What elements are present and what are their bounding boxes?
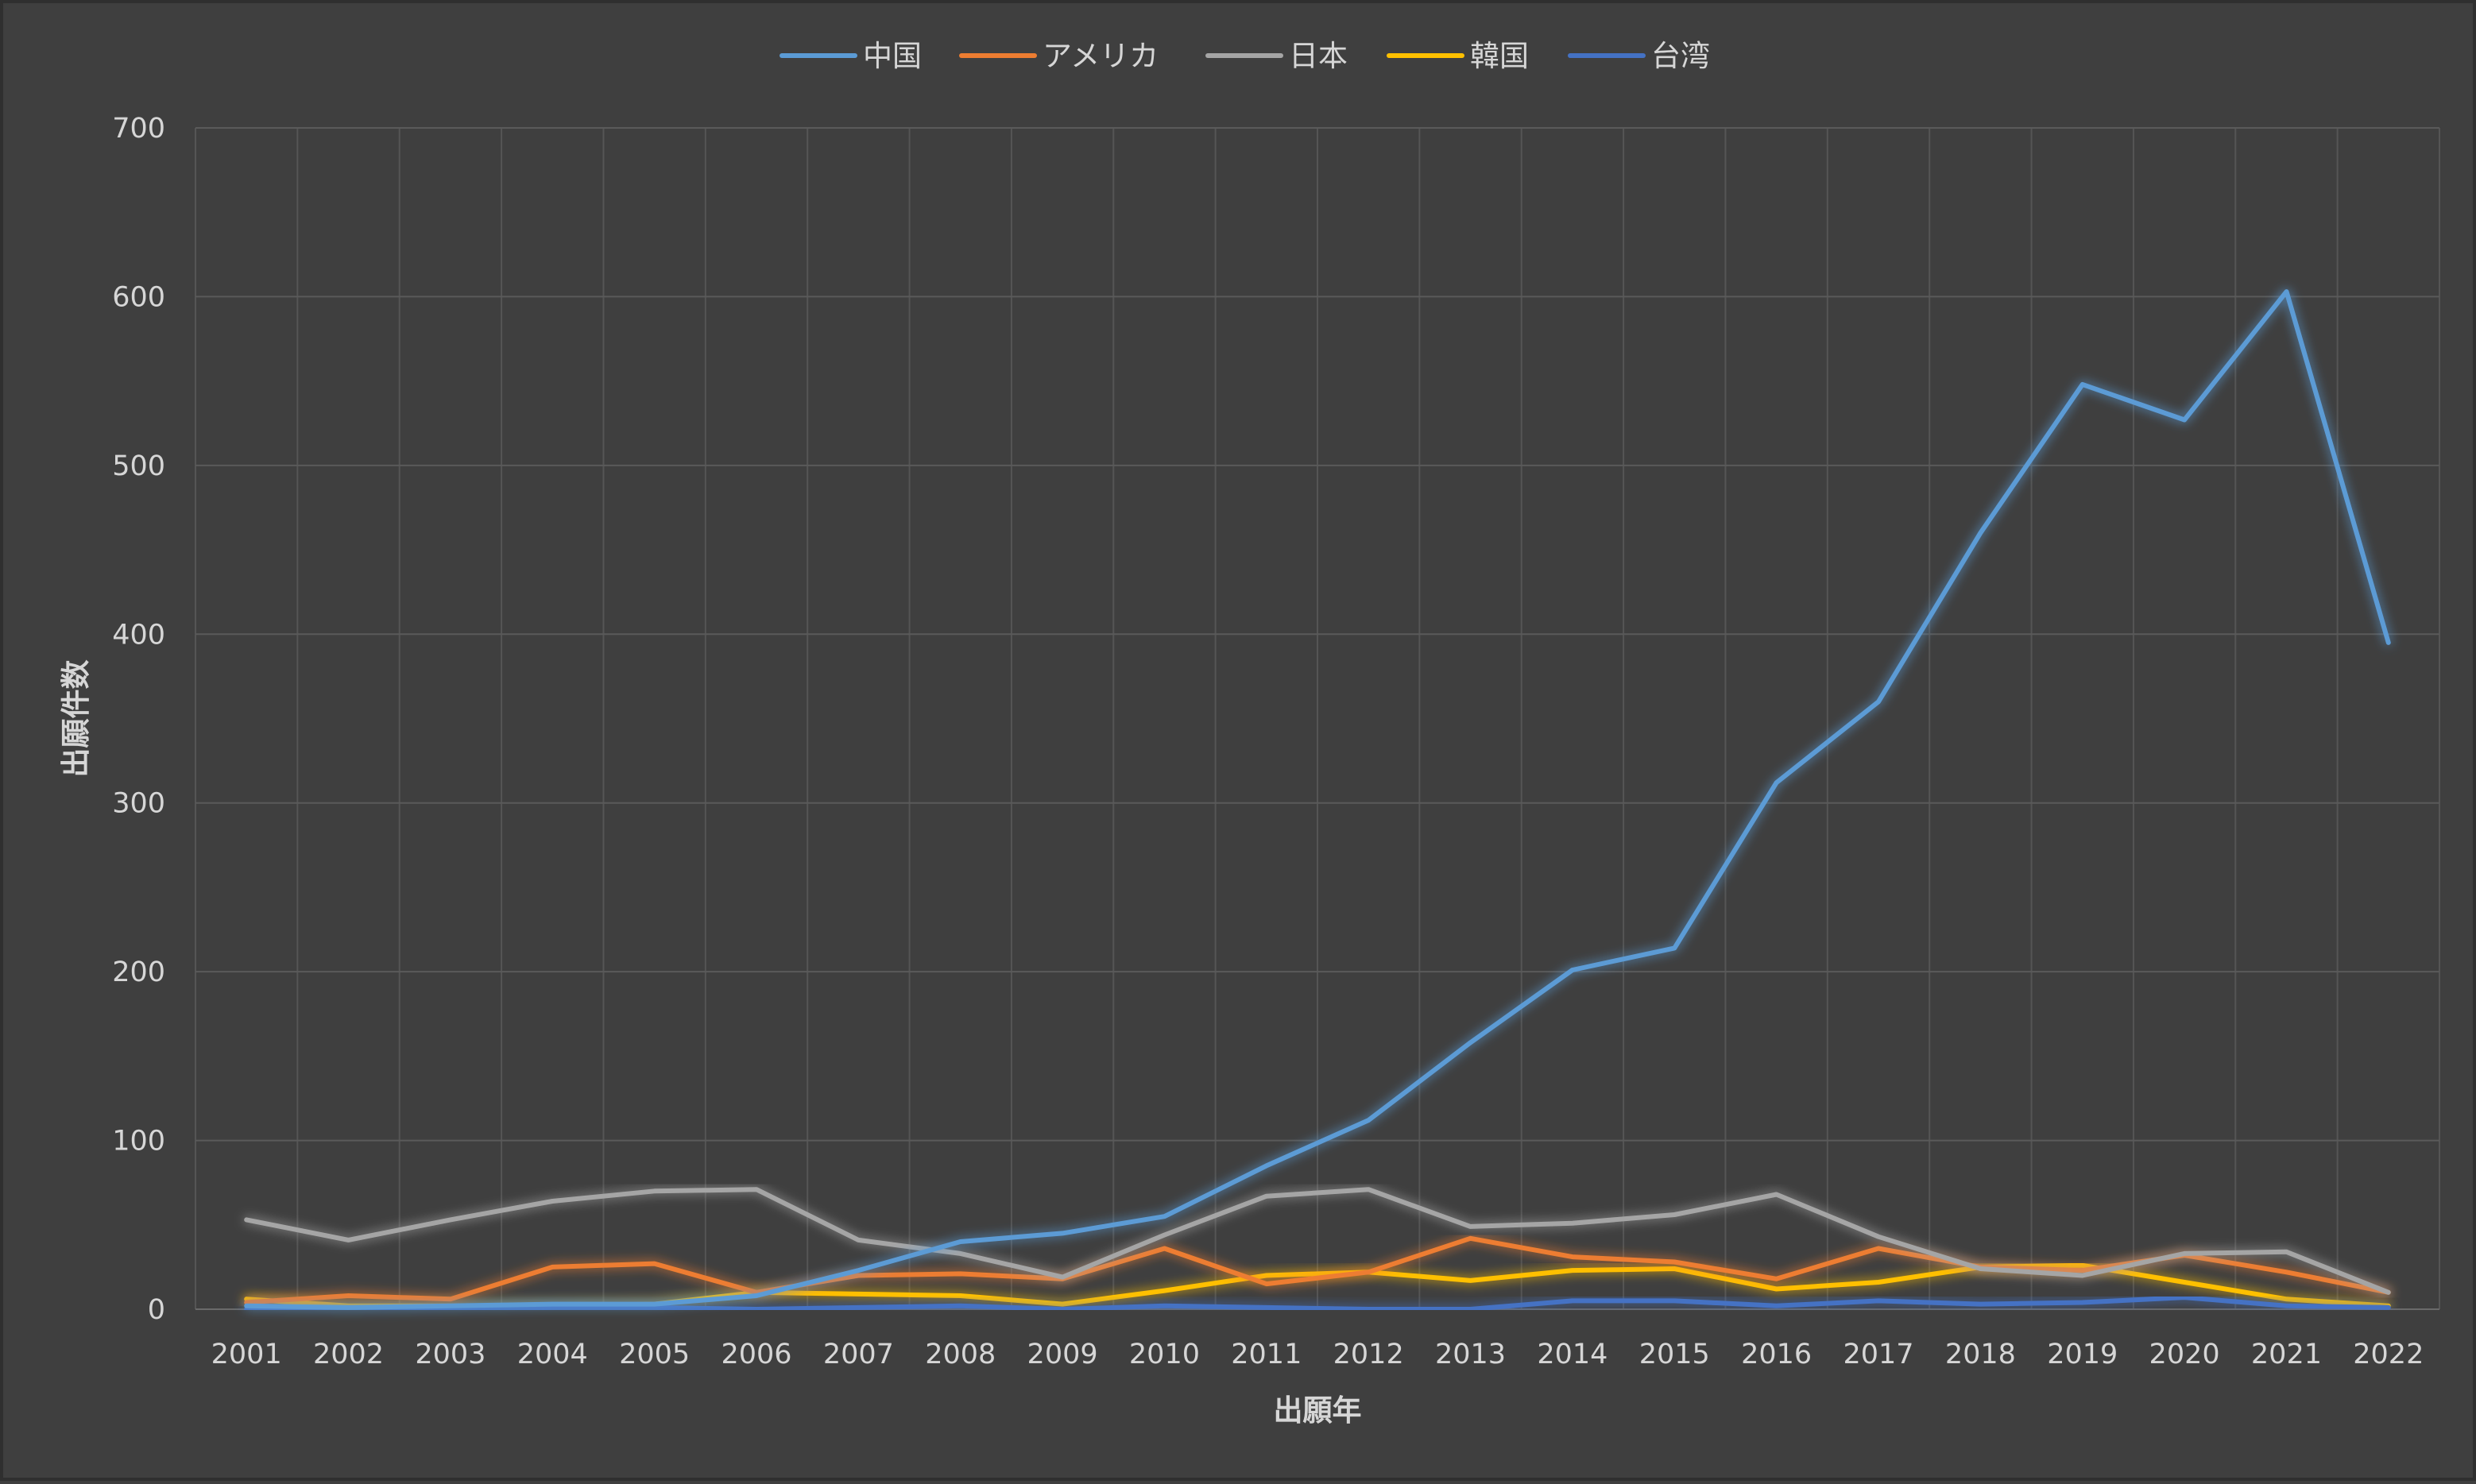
- x-tick-label: 2003: [415, 1339, 486, 1370]
- legend-item-2[interactable]: 日本: [1205, 39, 1348, 73]
- x-tick-label: 2005: [619, 1339, 690, 1370]
- series-line-0[interactable]: [244, 289, 2391, 1310]
- x-tick-label: 2009: [1027, 1339, 1098, 1370]
- y-tick-label: 400: [112, 619, 165, 651]
- y-tick-label: 200: [112, 956, 165, 988]
- legend-label: アメリカ: [1043, 39, 1159, 73]
- y-axis-ticks: 0 100 200 300 400 500 600 700: [112, 113, 165, 1326]
- x-tick-label: 2010: [1129, 1339, 1200, 1370]
- x-tick-label: 2013: [1435, 1339, 1506, 1370]
- x-tick-label: 2014: [1537, 1339, 1607, 1370]
- x-tick-label: 2021: [2251, 1339, 2322, 1370]
- x-tick-label: 2017: [1843, 1339, 1913, 1370]
- legend-label: 台湾: [1651, 39, 1710, 73]
- x-tick-label: 2018: [1945, 1339, 2016, 1370]
- legend-label: 日本: [1289, 39, 1348, 73]
- legend-item-0[interactable]: 中国: [780, 39, 922, 73]
- x-tick-label: 2001: [211, 1339, 282, 1370]
- series-line-1[interactable]: [244, 1235, 2391, 1305]
- legend-label: 中国: [863, 39, 922, 73]
- x-tick-label: 2011: [1231, 1339, 1302, 1370]
- y-tick-label: 100: [112, 1126, 165, 1157]
- y-tick-label: 0: [148, 1294, 165, 1326]
- x-tick-label: 2016: [1741, 1339, 1812, 1370]
- x-tick-label: 2002: [313, 1339, 384, 1370]
- y-axis-title: 出願件数: [59, 660, 93, 778]
- x-axis-ticks: 2001 2002 2003 2004 2005 2006 2007 2008 2009 2010…: [211, 1339, 2424, 1370]
- legend-item-1[interactable]: アメリカ: [959, 39, 1159, 73]
- legend-label: 韓国: [1470, 39, 1529, 73]
- y-tick-label: 300: [112, 788, 165, 820]
- series-lines: [244, 289, 2391, 1312]
- legend[interactable]: 中国 アメリカ 日本 韓国 台湾: [780, 39, 1710, 73]
- x-tick-label: 2006: [721, 1339, 791, 1370]
- series-line-2[interactable]: [244, 1187, 2391, 1295]
- x-tick-label: 2012: [1333, 1339, 1404, 1370]
- x-tick-label: 2019: [2047, 1339, 2118, 1370]
- x-tick-label: 2015: [1639, 1339, 1710, 1370]
- legend-item-3[interactable]: 韓国: [1387, 39, 1529, 73]
- grid: [195, 127, 2440, 1310]
- legend-item-4[interactable]: 台湾: [1568, 39, 1710, 73]
- series-line-4[interactable]: [244, 1295, 2391, 1312]
- x-tick-label: 2004: [517, 1339, 588, 1370]
- x-tick-label: 2008: [925, 1339, 996, 1370]
- x-tick-label: 2020: [2149, 1339, 2220, 1370]
- y-tick-label: 700: [112, 113, 165, 145]
- y-tick-label: 600: [112, 281, 165, 313]
- x-tick-label: 2007: [823, 1339, 894, 1370]
- y-tick-label: 500: [112, 450, 165, 482]
- x-tick-label: 2022: [2353, 1339, 2424, 1370]
- x-axis-title: 出願年: [1274, 1393, 1362, 1428]
